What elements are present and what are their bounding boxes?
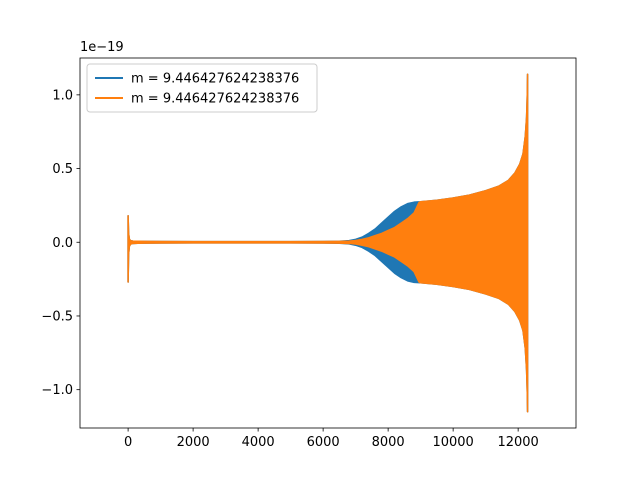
x-tick-label: 12000 <box>497 435 538 450</box>
y-axis: −1.0 −0.5 0.0 0.5 1.0 <box>41 88 80 398</box>
x-tick-label: 8000 <box>372 435 405 450</box>
plot-area <box>127 73 529 413</box>
legend-box <box>86 63 318 113</box>
y-offset-label: 1e−19 <box>80 40 124 55</box>
x-tick-label: 10000 <box>432 435 473 450</box>
legend: m = 9.446427624238376 m = 9.4464276242383… <box>86 63 318 113</box>
x-tick-label: 0 <box>124 435 132 450</box>
y-tick-label: 0.5 <box>52 162 73 177</box>
y-tick-label: 0.0 <box>52 236 73 251</box>
legend-label: m = 9.446427624238376 <box>131 72 299 87</box>
x-axis: 0 2000 4000 6000 8000 10000 12000 <box>124 428 539 450</box>
x-tick-label: 2000 <box>177 435 210 450</box>
y-tick-label: −0.5 <box>41 309 73 324</box>
y-tick-label: −1.0 <box>41 383 73 398</box>
axes-frame <box>79 57 577 429</box>
x-tick-label: 4000 <box>242 435 275 450</box>
series-2-line <box>127 73 529 413</box>
y-tick-label: 1.0 <box>52 88 73 103</box>
x-tick-label: 6000 <box>307 435 340 450</box>
legend-label: m = 9.446427624238376 <box>131 92 299 107</box>
